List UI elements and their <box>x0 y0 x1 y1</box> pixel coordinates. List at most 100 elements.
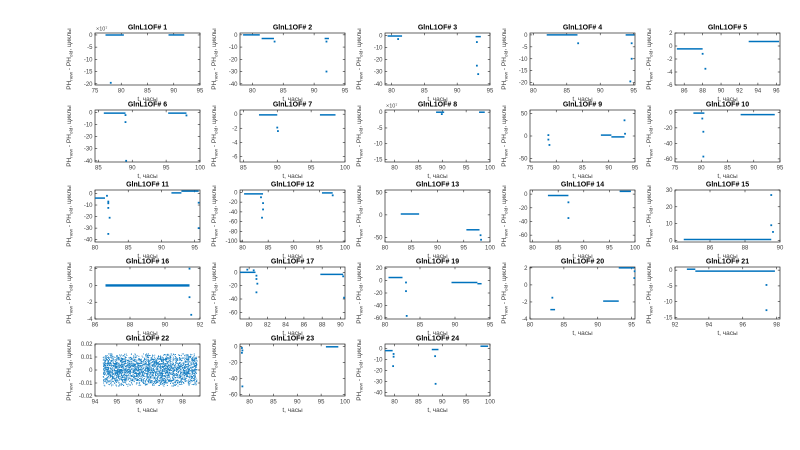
x-axis-label: t, часы <box>717 173 738 180</box>
y-axis-label-part: PH <box>211 391 218 400</box>
y-axis-label-part: , циклы <box>356 28 363 51</box>
y-axis-label-part: , циклы <box>66 105 73 128</box>
x-tick-label: 80 <box>239 246 246 252</box>
x-tick-label: 80 <box>529 246 536 252</box>
x-tick-label: 95 <box>114 400 121 406</box>
y-axis-label-part: PH <box>356 157 363 166</box>
y-tick-label: 0 <box>524 33 528 39</box>
x-tick-label: 75 <box>527 166 534 172</box>
y-tick-label: -30 <box>84 147 93 153</box>
y-axis-label-subscript: new <box>359 305 364 314</box>
data-point <box>342 275 345 278</box>
data-point <box>124 114 127 116</box>
y-tick-label: -100 <box>225 239 238 245</box>
data-point <box>197 227 200 230</box>
x-tick-label: 80 <box>246 323 253 329</box>
data-point <box>567 217 570 219</box>
data-point <box>702 130 705 133</box>
y-axis-label-part: , циклы <box>646 185 653 208</box>
y-tick-label: -5 <box>377 126 383 132</box>
y-tick-label: -40 <box>229 376 238 382</box>
y-axis-label-part: , циклы <box>211 28 218 51</box>
y-axis-label-subscript: old <box>648 284 654 291</box>
x-tick-label: 95 <box>463 166 470 172</box>
axes-box <box>384 266 491 320</box>
y-tick-label: -20 <box>519 206 528 212</box>
subplot-GlnL1OF-21: 92 94 96 98 0 -5 -10 -15 GlnL1OF# 21 t, часы PHnew… <box>646 259 781 338</box>
x-axis-label: t, часы <box>572 253 593 260</box>
y-axis-label: PHnew - PHold, циклы <box>501 185 509 247</box>
subplot-title: GlnL1OF# 24 <box>416 336 459 343</box>
x-tick-label: 98 <box>179 400 186 406</box>
y-tick-label: -10 <box>519 57 528 63</box>
x-axis-label: t, часы <box>572 173 593 180</box>
axes-box <box>529 189 636 243</box>
y-axis-label-subscript: new <box>69 382 74 391</box>
x-tick-label: 92 <box>197 323 204 329</box>
x-tick-label: 85 <box>270 400 277 406</box>
y-tick-label: 2 <box>669 31 673 37</box>
x-tick-label: 100 <box>630 246 641 252</box>
data-point <box>108 216 111 219</box>
y-axis-label-subscript: old <box>358 207 364 214</box>
y-axis-label-subscript: old <box>358 284 364 291</box>
subplot-title: GlnL1OF# 7 <box>273 102 312 109</box>
y-tick-label: -4 <box>87 317 93 323</box>
data-point <box>252 269 255 272</box>
x-tick-label: 80 <box>391 166 398 172</box>
axes-box <box>94 32 201 86</box>
axes-box <box>529 266 636 320</box>
y-axis-label-subscript: new <box>69 148 74 157</box>
subplot-title: GlnL1OF# 15 <box>706 182 749 189</box>
y-axis-label-part: PH <box>356 237 363 246</box>
y-tick-label: 50 <box>521 112 528 118</box>
y-axis-label-part: - PH <box>356 368 363 383</box>
y-tick-label: 0 <box>89 191 93 197</box>
y-axis-label-part: - PH <box>501 214 508 229</box>
y-axis-label: PHnew - PHold, циклы <box>66 185 74 247</box>
data-point <box>325 70 328 73</box>
y-tick-label: 20 <box>666 205 673 211</box>
subplot-title: GlnL1OF# 1 <box>128 25 167 32</box>
y-axis-label-part: , циклы <box>211 339 218 362</box>
data-point <box>392 365 395 368</box>
y-tick-label: 0 <box>234 344 238 350</box>
data-point <box>190 313 193 316</box>
y-axis-label-part: PH <box>66 237 73 246</box>
y-tick-label: -2 <box>87 300 93 306</box>
y-tick-label: -0.02 <box>79 394 93 400</box>
subplot-title: GlnL1OF# 14 <box>561 182 604 189</box>
subplot-title: GlnL1OF# 19 <box>416 259 459 266</box>
y-tick-label: 0 <box>669 268 673 274</box>
y-tick-label: -60 <box>229 392 238 398</box>
y-tick-label: -5 <box>667 284 673 290</box>
y-axis-label-part: - PH <box>356 291 363 306</box>
axes-box <box>239 266 346 320</box>
data-point <box>241 351 243 354</box>
subplot-GlnL1OF-24: 80 85 90 95 100 0 -10 -20 -30 -40 GlnL1OF# 24 t, ча… <box>356 336 496 415</box>
data-point <box>262 208 264 211</box>
y-tick-label: -20 <box>374 369 383 375</box>
y-tick-label: -20 <box>229 284 238 290</box>
x-tick-label: 85 <box>417 323 424 329</box>
y-axis-label-subscript: new <box>214 382 219 391</box>
y-tick-label: -20 <box>229 57 238 63</box>
x-tick-label: 95 <box>463 400 470 406</box>
y-axis-label-subscript: old <box>358 50 364 57</box>
x-tick-label: 90 <box>129 166 136 172</box>
y-axis-label-part: - PH <box>211 214 218 229</box>
axes-box <box>384 189 491 243</box>
y-axis-label-subscript: new <box>504 228 509 237</box>
x-tick-label: 80 <box>391 400 398 406</box>
x-tick-label: 90 <box>170 89 177 95</box>
y-tick-label: -50 <box>519 156 528 162</box>
data-point <box>770 194 773 196</box>
y-axis-label-part: - PH <box>646 214 653 229</box>
y-axis-label-part: , циклы <box>211 105 218 128</box>
y-axis-label: PHnew - PHold, циклы <box>66 28 74 90</box>
y-tick-label: -30 <box>374 380 383 386</box>
y-axis-label-part: PH <box>211 237 218 246</box>
y-tick-label: -20 <box>84 82 93 88</box>
data-point <box>624 132 626 135</box>
